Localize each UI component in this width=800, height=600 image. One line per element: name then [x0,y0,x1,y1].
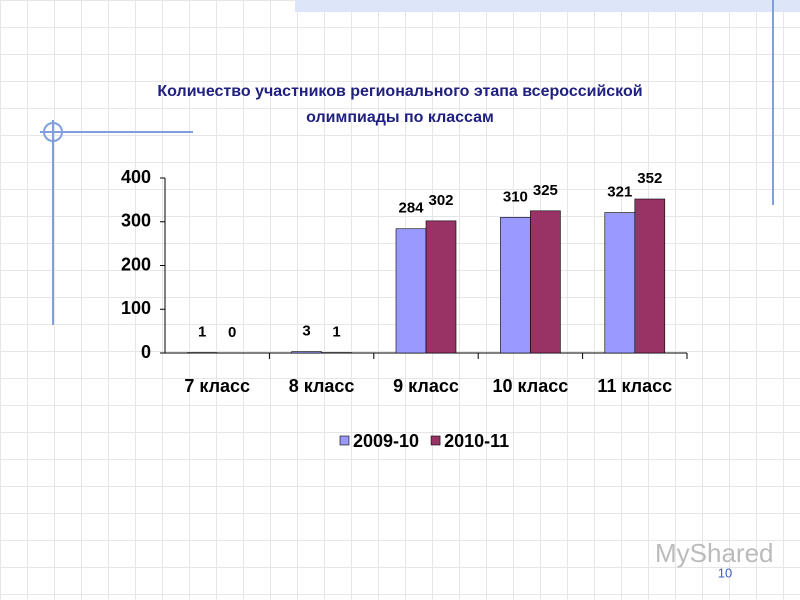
value-label: 1 [332,324,340,341]
value-label: 321 [607,184,632,201]
chart-title: олимпиады по классам [306,109,494,126]
decor-circle [43,122,63,142]
value-label: 352 [637,170,662,187]
x-tick-label: 11 класс [597,376,672,396]
bar [291,351,322,354]
x-tick-label: 9 класс [393,376,459,396]
legend-swatch [339,435,350,446]
legend-label: 2009-10 [353,431,419,451]
legend-swatch [430,435,441,446]
watermark: MyShared [655,538,774,568]
y-tick-label: 100 [121,298,151,318]
chart-title: Количество участников регионального этап… [157,83,642,100]
bar [500,217,531,354]
y-tick-label: 200 [121,254,151,274]
bar [395,228,427,354]
value-label: 302 [428,192,453,209]
value-label: 310 [503,188,528,205]
y-tick-label: 0 [141,342,151,362]
value-label: 3 [302,323,310,340]
x-tick-label: 10 класс [493,376,569,396]
value-label: 1 [198,324,206,341]
bar [530,210,561,354]
x-tick-label: 8 класс [289,376,355,396]
y-tick-label: 400 [121,167,151,187]
decor-band [295,0,800,12]
bar [425,220,457,354]
value-label: 284 [398,200,424,217]
page-number: 10 [718,565,732,580]
value-label: 0 [228,324,236,341]
value-label: 325 [533,182,558,199]
bar [634,198,666,354]
x-tick-label: 7 класс [184,376,250,396]
bar [604,212,636,354]
y-tick-label: 300 [121,211,151,231]
legend-label: 2010-11 [444,431,509,451]
